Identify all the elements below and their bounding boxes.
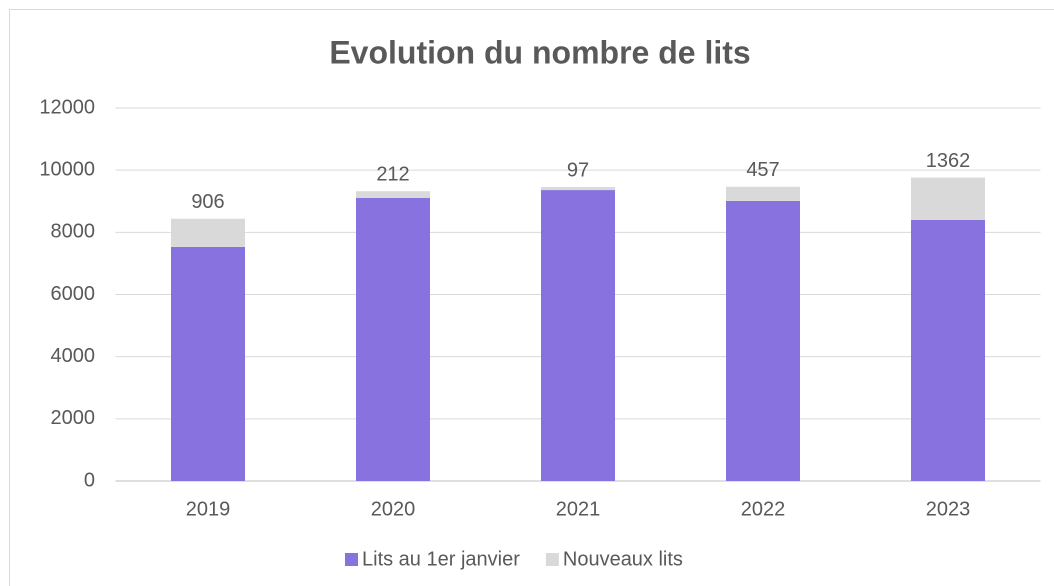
data-label: 212	[376, 164, 409, 186]
x-tick-label: 2023	[926, 498, 971, 520]
x-tick-label: 2020	[371, 498, 416, 520]
bar-segment	[911, 219, 985, 481]
y-tick-label: 12000	[39, 96, 95, 118]
y-tick-label: 8000	[51, 221, 96, 243]
bar-segment	[171, 246, 245, 481]
bar-segment	[726, 200, 800, 482]
y-tick-label: 6000	[51, 283, 96, 305]
y-tick-label: 10000	[39, 158, 95, 180]
legend-swatch	[545, 553, 559, 566]
bar-segment	[541, 190, 615, 481]
legend-label: Nouveaux lits	[563, 548, 683, 570]
data-label: 906	[191, 191, 224, 213]
bar-segment	[541, 187, 615, 191]
legend-swatch	[345, 553, 358, 566]
y-tick-label: 0	[84, 469, 95, 491]
y-tick-label: 2000	[51, 407, 96, 429]
x-tick-label: 2022	[741, 498, 786, 520]
data-label: 457	[746, 159, 779, 181]
data-label: 97	[567, 159, 589, 181]
bar-segment	[171, 218, 245, 247]
legend-label: Lits au 1er janvier	[362, 548, 520, 570]
bar-segment	[726, 186, 800, 201]
chart-title: Evolution du nombre de lits	[329, 34, 750, 70]
bar-segment	[356, 197, 430, 482]
data-label: 1362	[926, 150, 971, 172]
bar-segment	[911, 177, 985, 220]
y-tick-label: 4000	[51, 345, 96, 367]
chart-frame	[9, 9, 1054, 586]
x-tick-label: 2019	[186, 498, 231, 520]
x-tick-label: 2021	[556, 498, 601, 520]
bar-segment	[356, 191, 430, 198]
